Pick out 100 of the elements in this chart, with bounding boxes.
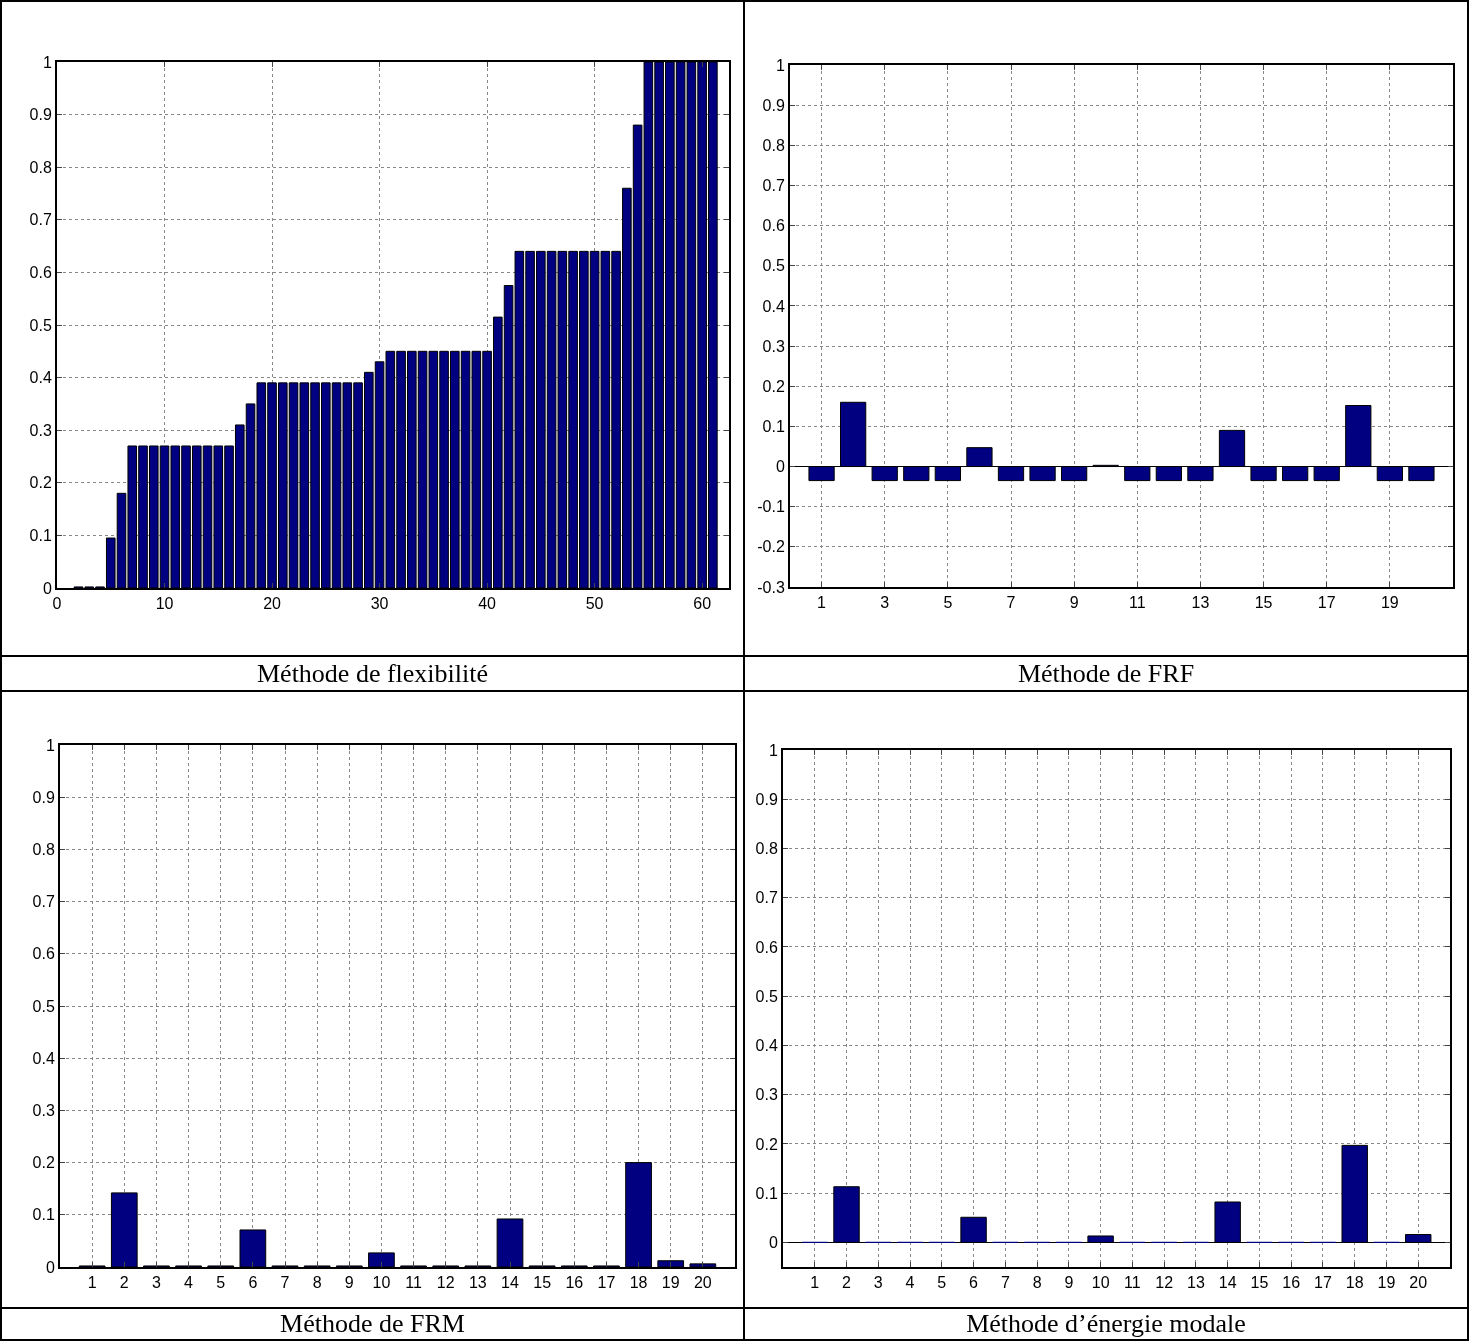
x-tick-label: 50 (585, 595, 604, 613)
y-tick-label: 0.5 (762, 257, 785, 275)
y-tick-label: 1 (775, 56, 785, 74)
x-tick-label: 20 (263, 595, 282, 613)
y-tick-label: 0.5 (755, 987, 778, 1005)
x-tick-label: 8 (312, 1274, 322, 1292)
x-tick-label: 2 (119, 1274, 129, 1292)
y-tick-label: 0.3 (29, 421, 52, 439)
x-tick-label: 40 (478, 595, 497, 613)
x-tick-label: 2 (842, 1274, 852, 1292)
x-tick-label: 16 (565, 1274, 584, 1292)
x-tick-label: 10 (372, 1274, 391, 1292)
x-tick-label: 9 (1069, 594, 1079, 612)
text: Méthode de flexibilité (255, 658, 489, 690)
text: Méthode de FRF (1016, 658, 1196, 690)
y-tick-label: 0.2 (29, 474, 52, 492)
x-tick-label: 13 (1191, 594, 1210, 612)
y-tick-label: 0.1 (755, 1184, 778, 1202)
x-tick-label: 20 (693, 1274, 712, 1292)
text: Méthode de FRM (279, 1308, 466, 1340)
y-tick-label: 0.9 (32, 788, 55, 806)
y-tick-label: 0.9 (762, 96, 785, 114)
x-tick-label: 3 (151, 1274, 161, 1292)
y-tick-label: 0.6 (762, 217, 785, 235)
y-tick-label: -0.1 (757, 498, 785, 516)
y-tick-label: 0.7 (29, 211, 52, 229)
x-tick-label: 60 (693, 595, 712, 613)
x-tick-label: 15 (1254, 594, 1273, 612)
x-tick-label: 3 (880, 594, 890, 612)
x-tick-label: 12 (1155, 1274, 1174, 1292)
y-tick-label: 1 (768, 741, 778, 759)
x-tick-label: 9 (1064, 1274, 1074, 1292)
y-tick-label: 0 (768, 1233, 778, 1251)
x-tick-label: 5 (216, 1274, 226, 1292)
y-tick-label: 0.1 (32, 1206, 55, 1224)
y-tick-label: -0.2 (757, 538, 785, 556)
x-tick-label: 18 (629, 1274, 648, 1292)
x-tick-label: 19 (661, 1274, 680, 1292)
x-tick-label: 1 (87, 1274, 97, 1292)
x-tick-label: 18 (1345, 1274, 1364, 1292)
y-tick-label: 0 (45, 1258, 55, 1276)
y-tick-label: 1 (45, 736, 55, 754)
x-tick-label: 1 (817, 594, 827, 612)
y-tick-label: 0.2 (755, 1135, 778, 1153)
x-tick-label: 11 (1128, 594, 1146, 612)
x-tick-label: 20 (1409, 1274, 1428, 1292)
x-tick-label: 15 (1250, 1274, 1269, 1292)
y-tick-label: 0.8 (755, 840, 778, 858)
x-tick-label: 8 (1032, 1274, 1042, 1292)
y-tick-label: 0.1 (762, 417, 785, 435)
y-tick-label: -0.3 (757, 578, 785, 596)
x-tick-label: 11 (1124, 1274, 1141, 1292)
y-tick-label: 0.7 (755, 889, 778, 907)
y-tick-label: 0.2 (762, 377, 785, 395)
x-tick-label: 14 (501, 1274, 519, 1292)
y-tick-label: 0.3 (762, 337, 785, 355)
x-tick-label: 6 (248, 1274, 258, 1292)
y-tick-label: 0.5 (32, 997, 55, 1015)
x-tick-label: 7 (280, 1274, 290, 1292)
x-tick-label: 30 (370, 595, 389, 613)
y-tick-label: 0.9 (755, 790, 778, 808)
y-tick-label: 1 (42, 53, 52, 71)
y-tick-label: 0.6 (755, 938, 778, 956)
x-tick-label: 3 (873, 1274, 883, 1292)
y-tick-label: 0.8 (32, 841, 55, 858)
x-tick-label: 13 (468, 1274, 487, 1292)
x-tick-label: 17 (1317, 594, 1336, 612)
y-tick-label: 0.9 (29, 106, 52, 124)
y-tick-label: 0 (775, 458, 785, 476)
y-tick-label: 0 (42, 579, 52, 597)
y-tick-label: 0.6 (32, 945, 55, 963)
y-tick-label: 0.4 (29, 369, 52, 387)
y-tick-label: 0.4 (762, 297, 785, 315)
x-tick-label: 9 (344, 1274, 354, 1292)
y-tick-label: 0.8 (762, 136, 785, 154)
x-tick-label: 4 (184, 1274, 194, 1292)
x-tick-label: 13 (1187, 1274, 1205, 1292)
x-tick-label: 19 (1380, 594, 1399, 612)
y-tick-label: 0.7 (762, 177, 785, 195)
x-tick-label: 11 (405, 1274, 422, 1292)
y-tick-label: 0.7 (32, 893, 55, 911)
x-tick-label: 1 (810, 1274, 820, 1292)
x-tick-label: 12 (436, 1274, 455, 1292)
x-tick-label: 17 (597, 1274, 616, 1292)
text: Méthode d’énergie modale (965, 1308, 1247, 1340)
x-tick-label: 4 (905, 1274, 915, 1292)
y-tick-label: 0.5 (29, 316, 52, 334)
y-tick-label: 0.3 (755, 1086, 778, 1104)
y-tick-label: 0.4 (32, 1049, 55, 1067)
x-tick-label: 19 (1377, 1274, 1396, 1292)
x-tick-label: 5 (937, 1274, 947, 1292)
y-tick-label: 0.3 (32, 1102, 55, 1119)
x-tick-label: 17 (1314, 1274, 1332, 1292)
x-tick-label: 15 (533, 1274, 552, 1292)
y-tick-label: 0.1 (29, 527, 52, 544)
x-tick-label: 7 (1006, 594, 1016, 612)
y-tick-label: 0.2 (32, 1154, 55, 1172)
y-tick-label: 0.8 (29, 158, 52, 176)
x-tick-label: 6 (969, 1274, 979, 1292)
x-tick-label: 10 (155, 595, 174, 613)
